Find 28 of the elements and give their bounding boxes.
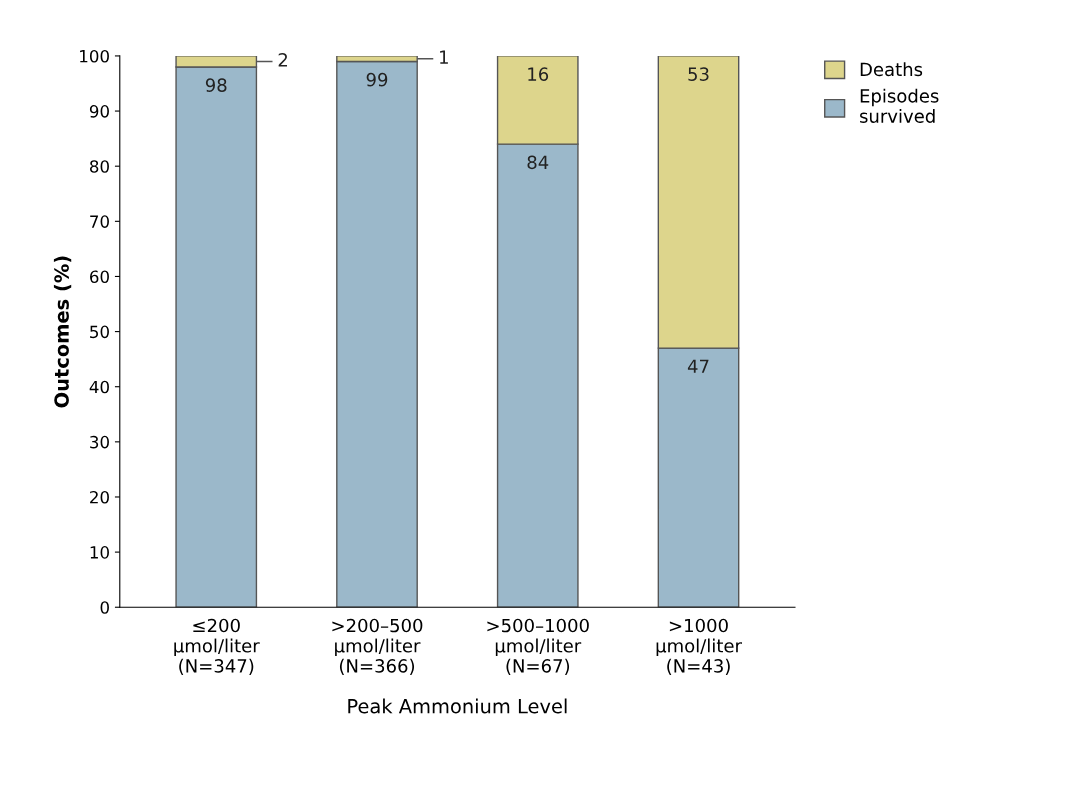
data-label: 98: [205, 78, 227, 92]
data-label: 47: [687, 359, 709, 373]
x-tick-label: >500–1000 μmol/liter (N=67): [487, 618, 589, 675]
data-label: 2: [278, 53, 288, 67]
y-tick-label: 0: [100, 601, 109, 614]
data-label: 1: [440, 50, 448, 64]
legend-label: Episodes survived: [860, 88, 939, 123]
data-label: 84: [527, 155, 549, 170]
y-tick-label: 40: [89, 380, 109, 394]
y-tick-label: 20: [90, 490, 109, 504]
x-tick-label: >1000 μmol/liter (N=43): [656, 618, 742, 675]
y-axis-title: Outcomes (%): [53, 256, 72, 408]
y-tick-label: 70: [90, 215, 109, 228]
data-label: 16: [528, 67, 549, 81]
y-tick-label: 100: [80, 49, 109, 63]
data-label: 53: [688, 67, 709, 81]
y-tick-label: 90: [89, 105, 109, 118]
x-tick-label: >200–500 μmol/liter (N=366): [332, 618, 423, 675]
x-axis-title: Peak Ammonium Level: [348, 698, 567, 714]
bar: [336, 60, 418, 608]
legend-label: Deaths: [860, 62, 923, 77]
data-label: 99: [366, 72, 388, 87]
y-tick-label: 50: [90, 325, 109, 339]
y-tick-label: 60: [90, 270, 109, 284]
y-tick-label: 10: [90, 546, 109, 559]
y-tick-label: 30: [90, 435, 109, 449]
y-tick-label: 80: [89, 160, 109, 173]
x-tick-label: ≤200 μmol/liter (N=347): [174, 618, 260, 675]
